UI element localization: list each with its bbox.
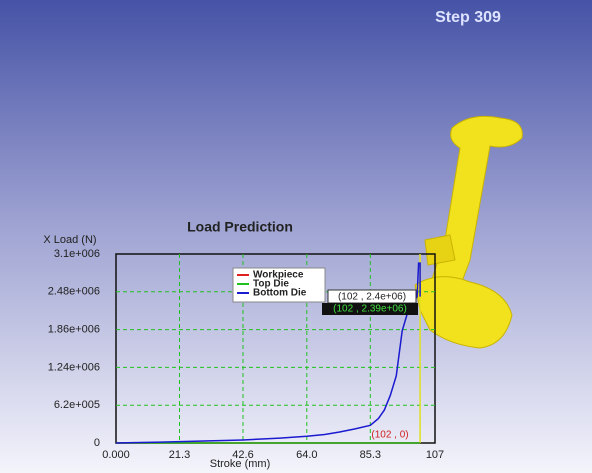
annotation: (102 , 2.4e+06) — [338, 292, 406, 303]
x-tick-label: 0.000 — [102, 449, 130, 461]
y-tick-label: 0 — [94, 437, 100, 449]
y-tick-label: 3.1e+006 — [54, 248, 100, 260]
y-tick-label: 1.24e+006 — [48, 361, 100, 373]
x-tick-label: 42.6 — [232, 449, 253, 461]
y-tick-label: 2.48e+006 — [48, 286, 100, 298]
y-tick-label: 1.86e+006 — [48, 324, 100, 336]
chart-title: Load Prediction — [187, 219, 293, 235]
y-axis-label: X Load (N) — [43, 234, 96, 246]
x-tick-label: 107 — [426, 449, 444, 461]
legend-label: Bottom Die — [253, 288, 307, 299]
y-tick-label: 6.2e+005 — [54, 399, 100, 411]
annotation: (102 , 0) — [371, 430, 408, 441]
x-tick-label: 21.3 — [169, 449, 190, 461]
annotation: (102 , 2.39e+06) — [333, 304, 407, 315]
x-tick-label: 64.0 — [296, 449, 317, 461]
x-tick-label: 85.3 — [360, 449, 381, 461]
screen: Step 309 Load Prediction X Load (N) Stro… — [0, 0, 592, 473]
step-label: Step 309 — [435, 9, 501, 26]
